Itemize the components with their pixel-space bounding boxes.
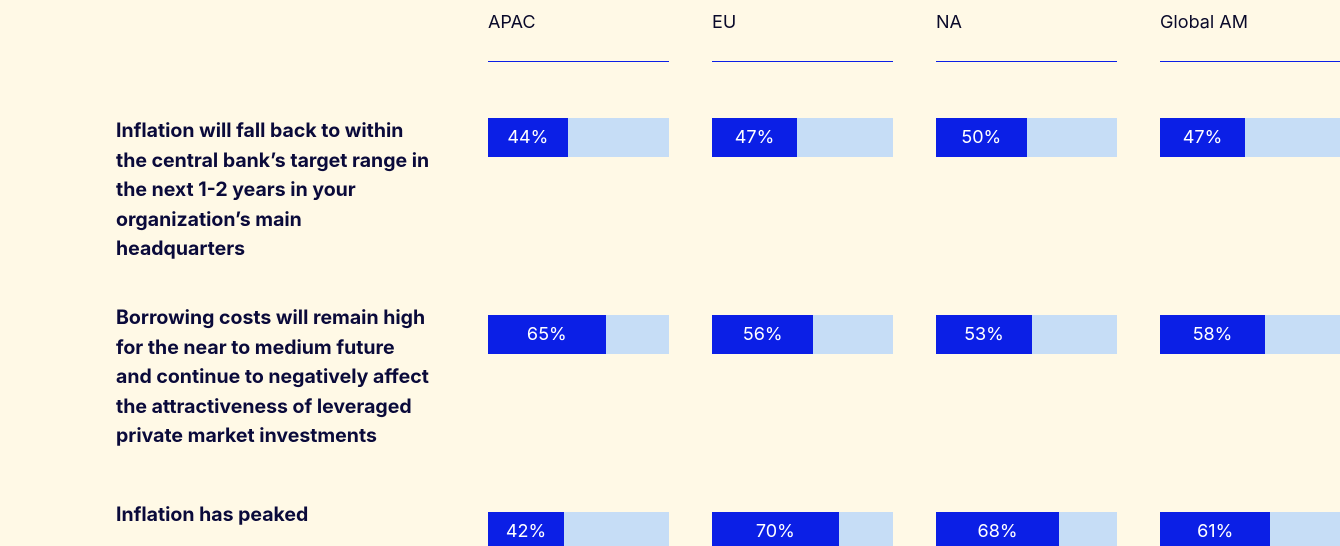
bar: 70% bbox=[712, 512, 839, 546]
value-label: 65% bbox=[526, 324, 567, 345]
value-label: 56% bbox=[742, 324, 783, 345]
value-label: 68% bbox=[977, 521, 1018, 542]
bar: 47% bbox=[1160, 118, 1246, 157]
column-header: NA bbox=[936, 12, 962, 33]
value-label: 47% bbox=[1182, 127, 1223, 148]
value-label: 70% bbox=[755, 521, 795, 542]
bar: 53% bbox=[936, 315, 1032, 354]
bar: 68% bbox=[936, 512, 1060, 546]
bar: 58% bbox=[1160, 315, 1265, 354]
column-header: Global AM bbox=[1160, 12, 1248, 33]
column-header: EU bbox=[712, 12, 737, 33]
row-label: Inflation will fall back to within the c… bbox=[116, 118, 430, 260]
row-label: Borrowing costs will remain high for the… bbox=[116, 305, 429, 447]
column-rule bbox=[936, 61, 1117, 62]
bar: 44% bbox=[488, 118, 568, 157]
bar: 61% bbox=[1160, 512, 1271, 546]
column-rule bbox=[1160, 61, 1340, 62]
value-label: 58% bbox=[1192, 324, 1233, 345]
bar: 50% bbox=[936, 118, 1027, 157]
value-label: 44% bbox=[507, 127, 549, 148]
value-label: 50% bbox=[961, 127, 1002, 148]
row-label: Inflation has peaked bbox=[116, 502, 309, 526]
bar: 65% bbox=[488, 315, 606, 354]
value-label: 53% bbox=[964, 324, 1004, 345]
column-rule bbox=[712, 61, 893, 62]
bar: 56% bbox=[712, 315, 814, 354]
column-header: APAC bbox=[488, 12, 536, 33]
value-label: 42% bbox=[505, 521, 547, 542]
column-rule bbox=[488, 61, 669, 62]
value-label: 47% bbox=[734, 127, 775, 148]
bar: 47% bbox=[712, 118, 798, 157]
bar: 42% bbox=[488, 512, 565, 546]
value-label: 61% bbox=[1197, 521, 1234, 542]
